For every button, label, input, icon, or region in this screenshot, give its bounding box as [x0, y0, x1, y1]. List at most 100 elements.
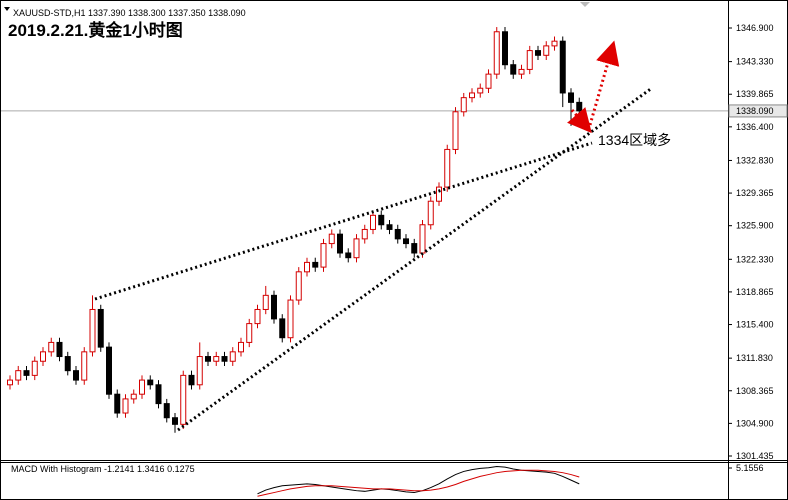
candle-body	[114, 393, 121, 414]
candle-body	[246, 323, 253, 343]
y-tick-label: 1329.365	[736, 188, 774, 198]
candle-body	[262, 294, 269, 310]
menu-icon	[4, 7, 10, 11]
candle-body	[106, 346, 112, 395]
plot	[1, 27, 728, 433]
candle-body	[147, 379, 154, 386]
candle-body	[576, 101, 583, 112]
candle-body	[213, 356, 220, 362]
candle-body	[543, 45, 550, 56]
candle-body	[97, 308, 104, 348]
y-tick-label: 1346.900	[736, 23, 774, 33]
candle-body	[337, 233, 343, 254]
y-tick-label: 1332.830	[736, 155, 774, 165]
candle-body	[493, 31, 500, 75]
candle-body	[551, 40, 558, 47]
candle-body	[510, 64, 517, 75]
current-price-box	[728, 104, 788, 118]
candle-body	[81, 351, 88, 381]
candle-body	[345, 252, 352, 259]
y-tick-label: 1325.900	[736, 221, 774, 231]
current-price-label: 1338.090	[736, 106, 774, 116]
candle-body	[419, 224, 426, 254]
candle-body	[559, 40, 566, 94]
candle-body	[172, 417, 178, 425]
candle-body	[411, 243, 418, 254]
y-tick-label: 1301.435	[736, 451, 774, 461]
candle-body	[254, 308, 261, 325]
candle-body	[188, 374, 195, 386]
candle-body	[485, 73, 492, 89]
y-tick-label: 1318.865	[736, 287, 774, 297]
candle-body	[139, 379, 145, 395]
candle-body	[23, 370, 30, 376]
candle-body	[353, 238, 360, 259]
chart-title: 2019.2.21.黄金1小时图	[8, 20, 183, 40]
candle-body	[526, 50, 533, 70]
candle-body	[130, 393, 137, 400]
candle-body	[89, 308, 96, 353]
y-tick-label: 1336.400	[736, 122, 774, 132]
candle-body	[238, 341, 244, 353]
y-tick-label: 1311.830	[736, 353, 773, 363]
shift-marker	[580, 2, 590, 7]
candle-body	[271, 294, 277, 320]
candle-body	[394, 228, 401, 240]
candle-body	[221, 356, 228, 362]
candle-body	[469, 92, 475, 99]
macd-plot	[257, 465, 580, 497]
candle-body	[7, 379, 13, 386]
candle-body	[295, 271, 302, 301]
candle-body	[427, 200, 434, 226]
macd-tick-label: 5.1556	[736, 463, 764, 473]
candle-body	[304, 261, 310, 273]
candle-body	[386, 224, 393, 230]
candle-body	[196, 356, 203, 386]
candle-body	[40, 351, 46, 362]
y-tick-label: 1315.400	[736, 320, 774, 330]
candle-body	[403, 238, 409, 245]
candle-body	[460, 97, 467, 113]
candle-body	[568, 92, 574, 103]
candle-body	[15, 370, 22, 381]
y-tick-label: 1343.330	[736, 57, 774, 67]
candle-body	[279, 318, 286, 339]
trendline	[94, 141, 593, 301]
macd-label: MACD With Histogram -1.2141 1.3416 0.127…	[11, 464, 195, 474]
candle-body	[48, 341, 55, 353]
candle-body	[31, 360, 38, 376]
y-tick-label: 1304.900	[736, 418, 774, 428]
candle-body	[64, 356, 71, 372]
candle-body	[229, 351, 236, 362]
candle-body	[370, 214, 376, 230]
candle-body	[477, 87, 484, 94]
candle-body	[361, 228, 368, 240]
candle-body	[378, 214, 385, 226]
candle-body	[452, 111, 459, 150]
y-tick-label: 1308.365	[736, 386, 774, 396]
candle-body	[436, 186, 442, 202]
candle-body	[56, 341, 63, 358]
candle-body	[180, 374, 187, 425]
annotation: 1334区域多	[598, 132, 671, 148]
candle-body	[163, 403, 170, 419]
candle-body	[502, 31, 508, 66]
candle-body	[287, 299, 294, 339]
candle-body	[312, 261, 319, 268]
candle-body	[73, 370, 79, 381]
candle-body	[205, 356, 211, 362]
candle-body	[518, 68, 525, 75]
macd-line	[257, 469, 580, 497]
candle-body	[320, 243, 327, 268]
y-tick-label: 1339.865	[736, 89, 774, 99]
candle-body	[328, 233, 335, 245]
y-tick-label: 1322.330	[736, 254, 774, 264]
arrow	[567, 107, 592, 134]
candle-body	[535, 50, 541, 56]
candle-body	[444, 148, 451, 188]
header: XAUUSD-STD,H1 1337.390 1338.300 1337.350…	[13, 8, 246, 18]
candle-body	[122, 398, 129, 414]
